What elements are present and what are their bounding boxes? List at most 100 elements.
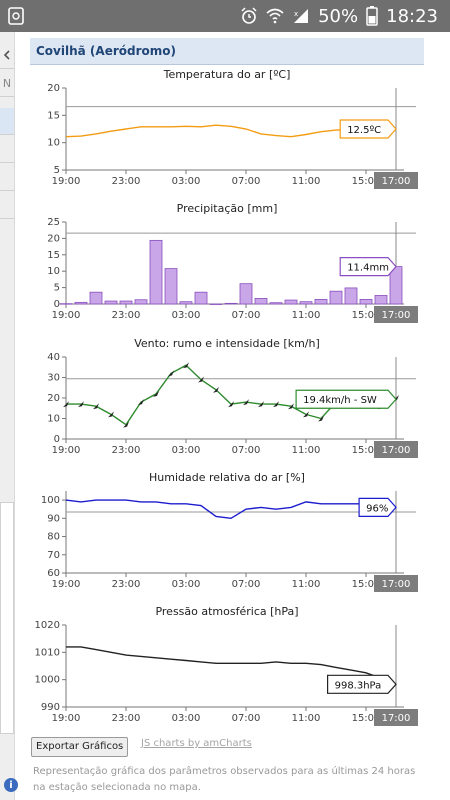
wind-arrow [198,376,204,383]
precip-bar [284,299,298,305]
value-callout-label: 11.4mm [347,263,389,274]
series-line [66,646,397,685]
wind-arrow [123,421,129,428]
y-tick-label: 90 [47,513,60,524]
x-tick-label: 15:00 [352,713,381,724]
wind-arrow [93,403,99,410]
y-tick-label: 5 [54,283,60,294]
wifi-icon [266,8,284,24]
y-tick-label: 60 [47,568,60,579]
precip-bar [179,301,193,305]
x-tick-label: 23:00 [112,713,141,724]
y-tick-label: 20 [47,233,60,244]
wind-arrow [288,403,294,410]
sidebar-item[interactable] [0,192,14,219]
y-tick-label: 40 [47,353,60,363]
wind-arrow [243,399,249,406]
precip-bar [239,283,253,305]
panel-header: Covilhã (Aeródromo) [30,38,424,65]
sidebar-item[interactable] [0,136,14,163]
series-line [65,499,396,520]
value-callout [339,119,397,139]
x-tick-label: 07:00 [232,579,261,590]
info-icon[interactable]: i [4,778,18,792]
battery-icon [366,6,378,26]
x-tick-label: 03:00 [172,445,201,456]
precip-bar [209,303,223,305]
precip-bar [194,291,208,305]
value-callout [327,674,397,694]
signal-icon: x [292,7,310,25]
precip-bar [164,268,178,305]
x-tick-label: 19:00 [52,445,81,456]
precip-bar [149,239,163,305]
y-tick-label: 80 [47,532,60,543]
y-tick-label: 0 [54,299,60,310]
y-tick-label: 20 [47,84,60,94]
x-tick-label: 07:00 [232,310,261,321]
export-charts-button[interactable]: Exportar Gráficos [31,737,129,757]
precip-bar [74,301,88,305]
station-title: Covilhã (Aeródromo) [36,44,176,58]
sidebar-item[interactable] [0,164,14,191]
y-tick-label: 70 [47,550,60,561]
sidebar: N [0,32,15,800]
precip-bar [329,290,343,305]
sidebar-collapse-arrow[interactable] [0,42,14,69]
y-tick-label: 10 [47,138,60,149]
x-tick-label: 23:00 [112,579,141,590]
value-callout [339,257,397,277]
precipitation-chart[interactable]: 25 20 15 10 5 019:00 23:00 03:00 07:00 11:00 15:00… [30,218,424,358]
sidebar-item-selected[interactable] [0,108,14,135]
sidebar-map-area[interactable] [0,502,14,734]
cursor-time-label: 17:00 [382,579,411,590]
y-tick-label: 15 [47,110,60,121]
wind-arrow [153,390,159,397]
y-tick-label: 1010 [35,647,60,658]
x-tick-label: 15:00 [352,579,381,590]
precip-bar [374,295,388,305]
x-tick-label: 19:00 [52,579,81,590]
x-tick-label: 11:00 [292,176,321,187]
cursor-time-label: 17:00 [382,310,411,321]
x-tick-label: 07:00 [232,713,261,724]
precip-bar [134,299,148,305]
x-tick-label: 11:00 [292,713,321,724]
x-tick-label: 07:00 [232,445,261,456]
y-tick-label: 25 [47,218,60,228]
cursor-time-label: 17:00 [382,713,411,724]
precip-bar [344,287,358,305]
x-tick-label: 03:00 [172,713,201,724]
alarm-icon [240,7,258,25]
sidebar-label: N [0,70,14,97]
cursor-time-badge [374,709,418,726]
wind-arrow [213,386,219,393]
x-tick-label: 19:00 [52,713,81,724]
x-tick-label: 11:00 [292,445,321,456]
x-tick-label: 19:00 [52,176,81,187]
y-tick-label: 1000 [35,675,60,686]
value-callout-label: 998.3hPa [335,680,382,691]
cursor-time-label: 17:00 [382,445,411,456]
cursor-time-badge [374,306,418,323]
station-panel: Covilhã (Aeródromo) Temperatura do ar [º… [30,32,424,800]
temperature-chart[interactable]: 20 15 10 519:00 23:00 03:00 07:00 11:00 15:00 17:… [30,84,424,224]
precip-bar [104,300,118,305]
precip-bar [224,302,238,305]
y-tick-label: 15 [47,250,60,261]
battery-percent: 50% [318,5,359,27]
cursor-time-badge [374,441,418,458]
x-tick-label: 03:00 [172,310,201,321]
precip-bar [314,299,328,305]
chart-title-temperature: Temperatura do ar [ºC] [163,68,291,81]
x-tick-label: 23:00 [112,445,141,456]
precip-bar [59,303,73,305]
wind-arrow [63,401,69,408]
x-tick-label: 11:00 [292,579,321,590]
amcharts-link[interactable]: JS charts by amCharts [141,738,252,749]
x-tick-label: 15:00 [352,176,381,187]
wind-arrow [78,401,84,408]
